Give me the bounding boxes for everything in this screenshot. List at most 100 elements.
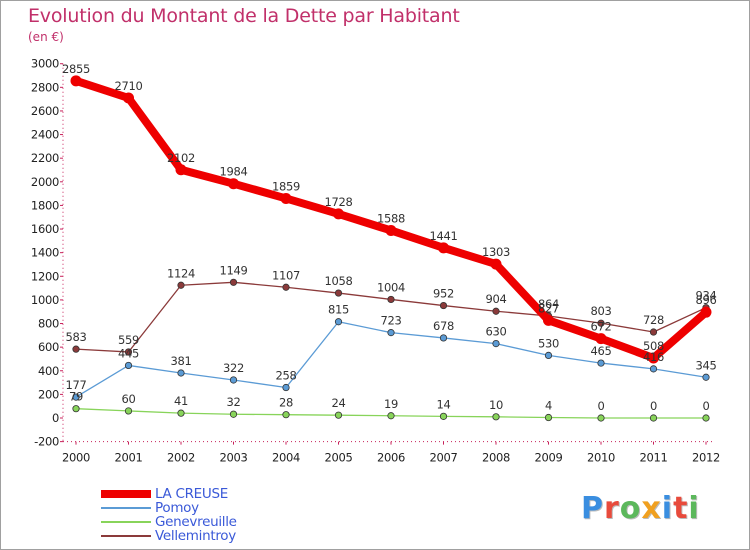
data-point [72, 393, 80, 401]
data-point [123, 92, 134, 104]
data-point [490, 258, 502, 270]
data-point [229, 410, 238, 418]
data-label: 416 [643, 350, 664, 364]
data-label: 1303 [482, 245, 510, 259]
data-point [72, 405, 80, 413]
data-label: 1984 [219, 165, 247, 179]
data-label: 1124 [167, 266, 195, 280]
data-label: 2102 [167, 151, 195, 165]
data-label: 864 [538, 297, 559, 311]
data-label: 24 [331, 396, 345, 410]
y-tick-label: 3000 [31, 57, 59, 71]
data-label: 177 [65, 378, 86, 392]
legend-label: Genevreuille [155, 514, 237, 530]
data-point [702, 414, 710, 422]
data-label: 583 [65, 330, 86, 344]
data-point [282, 383, 290, 392]
data-point [648, 352, 659, 364]
y-tick-label: 2800 [31, 80, 59, 94]
data-label: 1728 [324, 195, 352, 209]
x-tick-label: 2011 [639, 451, 667, 465]
x-tick-label: 2008 [482, 451, 510, 465]
data-label: 803 [590, 304, 611, 318]
x-tick-label: 2005 [324, 451, 352, 465]
x-tick-label: 2012 [692, 451, 720, 465]
y-tick-label: -200 [34, 435, 59, 449]
data-point [229, 278, 238, 286]
data-label: 1588 [377, 211, 405, 225]
data-point [492, 413, 500, 421]
data-label: 827 [538, 301, 559, 315]
data-point [124, 361, 133, 370]
data-point [333, 208, 344, 220]
data-label: 32 [226, 395, 240, 409]
data-label: 10 [489, 398, 503, 412]
y-tick-label: 400 [38, 364, 59, 378]
data-label: 904 [485, 292, 506, 306]
data-label: 445 [118, 346, 139, 360]
y-tick-label: 800 [38, 317, 59, 331]
data-label: 1004 [377, 280, 405, 294]
x-tick-label: 2010 [587, 451, 615, 465]
y-tick-label: 2000 [31, 175, 59, 189]
data-point [124, 407, 133, 415]
x-tick-label: 2004 [272, 451, 300, 465]
data-label: 381 [170, 354, 191, 368]
chart-title: Evolution du Montant de la Dette par Hab… [28, 5, 460, 27]
data-point [124, 348, 133, 356]
data-label: 723 [380, 314, 401, 328]
data-point [544, 351, 553, 360]
data-point [282, 283, 290, 291]
data-point [700, 306, 712, 318]
data-point [334, 411, 343, 419]
y-tick-label: 1000 [31, 293, 59, 307]
data-label: 79 [69, 390, 83, 404]
data-label: 14 [436, 397, 450, 411]
data-label: 345 [695, 358, 716, 372]
legend-swatch [101, 521, 151, 523]
data-label: 1149 [219, 263, 247, 277]
legend-swatch [101, 507, 151, 509]
data-point [177, 409, 185, 417]
data-point [70, 75, 82, 87]
data-label: 1058 [324, 274, 352, 288]
data-point [649, 365, 658, 373]
data-point [334, 318, 343, 326]
data-point [543, 314, 554, 326]
data-point [597, 414, 605, 422]
data-point [544, 413, 553, 422]
data-point [439, 301, 448, 310]
x-tick-label: 2003 [219, 451, 247, 465]
y-tick-label: 2200 [31, 151, 59, 165]
data-label: 0 [650, 399, 657, 413]
y-tick-label: 600 [38, 340, 59, 354]
unit-label: (en €) [28, 30, 64, 44]
data-point [595, 333, 607, 345]
x-tick-label: 2000 [62, 451, 90, 465]
data-point [282, 411, 290, 419]
data-label: 508 [643, 339, 664, 353]
data-label: 0 [597, 399, 604, 413]
y-tick-label: 2400 [31, 128, 59, 142]
x-tick-label: 2009 [534, 451, 562, 465]
data-point [597, 359, 605, 367]
x-tick-label: 2002 [167, 451, 195, 465]
y-tick-label: 0 [52, 411, 59, 425]
data-point [175, 164, 187, 176]
y-tick-label: 1400 [31, 246, 59, 260]
data-point [438, 242, 449, 254]
data-label: 672 [590, 320, 611, 334]
data-point [334, 289, 343, 297]
proxiti-logo: Proxiti [581, 491, 700, 526]
data-label: 678 [433, 319, 454, 333]
data-label: 1859 [272, 179, 300, 193]
data-label: 41 [174, 394, 188, 408]
data-label: 0 [702, 399, 709, 413]
data-point [439, 412, 448, 420]
data-label: 952 [433, 287, 454, 301]
data-label: 815 [328, 303, 349, 317]
data-label: 4 [545, 399, 552, 413]
x-tick-label: 2001 [114, 451, 142, 465]
data-label: 322 [223, 361, 244, 375]
